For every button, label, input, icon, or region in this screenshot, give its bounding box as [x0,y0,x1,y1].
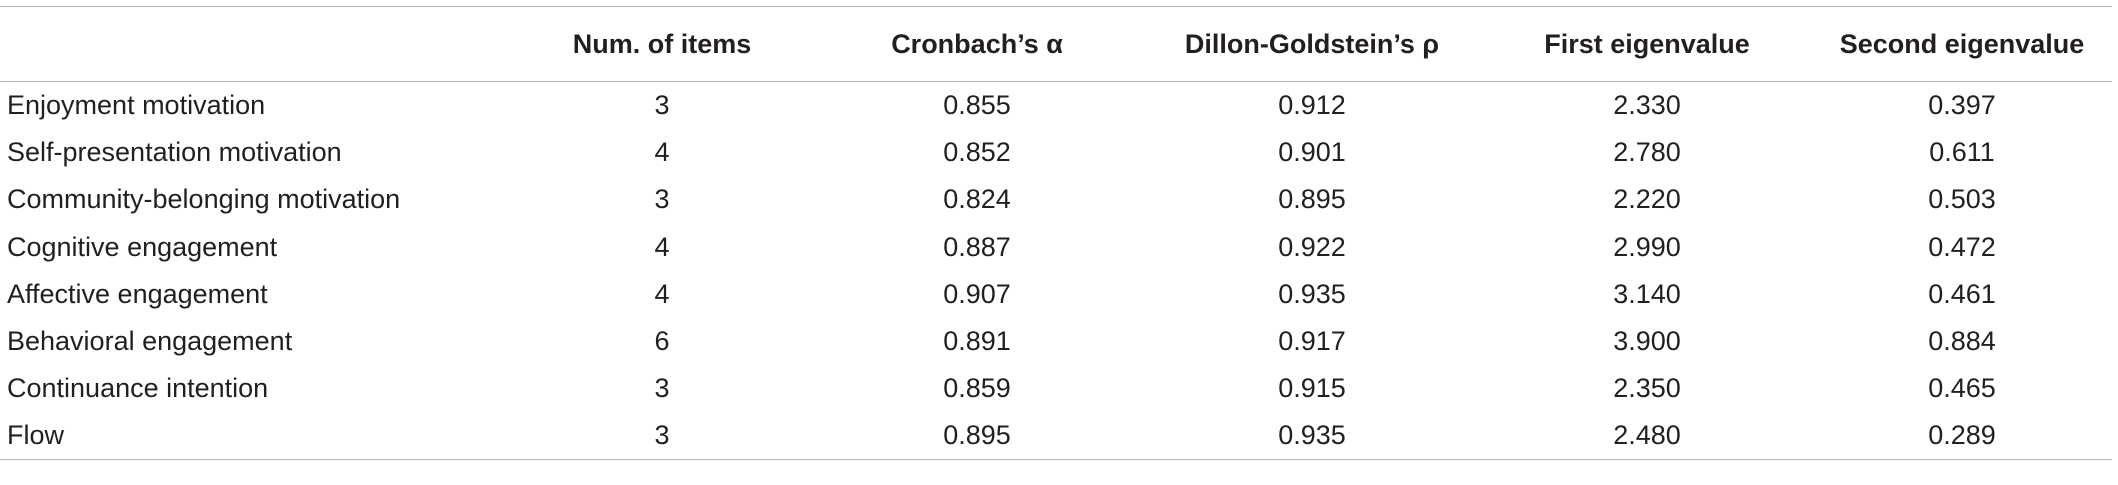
num-items-cell: 3 [654,89,670,120]
header-cronbach-alpha: Cronbach’s α [891,28,1063,59]
first-eigenvalue-cell: 3.140 [1613,278,1681,309]
cronbach-alpha-cell: 0.907 [943,278,1011,309]
first-eigenvalue-cell: 2.480 [1613,420,1681,451]
num-items-cell: 4 [654,278,670,309]
num-items-cell: 6 [654,326,670,357]
second-eigenvalue-cell: 0.397 [1928,89,1996,120]
table-row: Community-belonging motivation 3 0.824 0… [0,176,2112,223]
second-eigenvalue-cell: 0.465 [1928,373,1996,404]
table-row: Cognitive engagement 4 0.887 0.922 2.990… [0,223,2112,270]
table-row: Behavioral engagement 6 0.891 0.917 3.90… [0,318,2112,365]
header-second-eigenvalue: Second eigenvalue [1839,28,2085,59]
second-eigenvalue-cell: 0.611 [1929,136,1995,167]
first-eigenvalue-cell: 2.780 [1613,136,1681,167]
cronbach-alpha-cell: 0.852 [943,136,1011,167]
cronbach-alpha-cell: 0.887 [943,231,1011,262]
dillon-goldstein-rho-cell: 0.901 [1278,136,1346,167]
first-eigenvalue-cell: 2.220 [1613,184,1681,215]
cronbach-alpha-cell: 0.895 [943,420,1011,451]
cronbach-alpha-cell: 0.855 [943,89,1011,120]
num-items-cell: 3 [654,373,670,404]
num-items-cell: 4 [654,231,670,262]
row-label: Affective engagement [7,278,268,309]
header-num-items: Num. of items [572,28,752,59]
cronbach-alpha-cell: 0.859 [943,373,1011,404]
first-eigenvalue-cell: 2.350 [1613,373,1681,404]
first-eigenvalue-cell: 3.900 [1613,326,1681,357]
second-eigenvalue-cell: 0.289 [1928,420,1996,451]
num-items-cell: 3 [654,420,670,451]
dillon-goldstein-rho-cell: 0.895 [1278,184,1346,215]
row-label: Flow [7,420,65,451]
first-eigenvalue-cell: 2.990 [1613,231,1681,262]
cronbach-alpha-cell: 0.824 [943,184,1011,215]
table-row: Enjoyment motivation 3 0.855 0.912 2.330… [0,82,2112,129]
row-label: Enjoyment motivation [7,89,266,120]
dillon-goldstein-rho-cell: 0.915 [1278,373,1346,404]
table-row: Affective engagement 4 0.907 0.935 3.140… [0,271,2112,318]
dillon-goldstein-rho-cell: 0.922 [1278,231,1346,262]
row-label: Cognitive engagement [7,231,278,262]
row-label: Community-belonging motivation [7,184,401,215]
table-row: Flow 3 0.895 0.935 2.480 0.289 [0,413,2112,460]
cronbach-alpha-cell: 0.891 [943,326,1011,357]
second-eigenvalue-cell: 0.884 [1928,326,1996,357]
table-row: Self-presentation motivation 4 0.852 0.9… [0,129,2112,176]
dillon-goldstein-rho-cell: 0.935 [1278,278,1346,309]
reliability-table: Num. of items Cronbach’s α Dillon-Goldst… [0,6,2112,460]
first-eigenvalue-cell: 2.330 [1613,89,1681,120]
num-items-cell: 3 [654,184,670,215]
num-items-cell: 4 [654,136,670,167]
row-label: Self-presentation motivation [7,136,342,167]
second-eigenvalue-cell: 0.461 [1928,278,1996,309]
header-first-eigenvalue: First eigenvalue [1544,28,1750,59]
table-row: Continuance intention 3 0.859 0.915 2.35… [0,365,2112,412]
row-label: Behavioral engagement [7,326,293,357]
second-eigenvalue-cell: 0.472 [1928,231,1996,262]
dillon-goldstein-rho-cell: 0.917 [1278,326,1346,357]
table-header-row: Num. of items Cronbach’s α Dillon-Goldst… [0,6,2112,82]
header-dillon-goldstein-rho: Dillon-Goldstein’s ρ [1184,28,1440,59]
second-eigenvalue-cell: 0.503 [1928,184,1996,215]
dillon-goldstein-rho-cell: 0.912 [1278,89,1346,120]
dillon-goldstein-rho-cell: 0.935 [1278,420,1346,451]
header-cell-blank [0,7,512,82]
row-label: Continuance intention [7,373,269,404]
